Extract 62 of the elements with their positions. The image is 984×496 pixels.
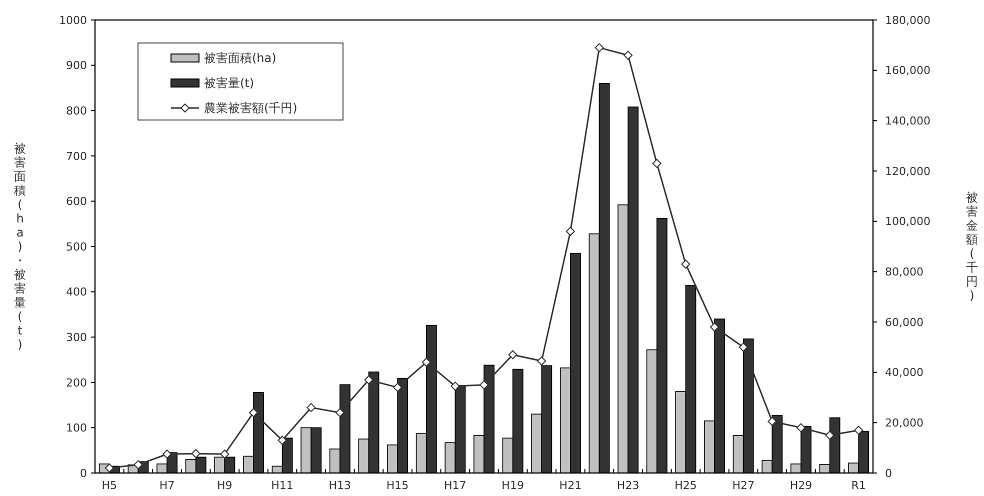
y2-axis-title: 被害金額(千円) xyxy=(966,190,978,303)
y-tick-label: 300 xyxy=(66,330,87,344)
y-tick-label: 900 xyxy=(66,59,87,72)
x-tick-label: H15 xyxy=(386,479,409,492)
x-tick-label: H29 xyxy=(790,479,812,492)
point xyxy=(508,350,518,360)
y-tick-label: 800 xyxy=(66,104,87,118)
x-tick-label: H27 xyxy=(732,479,754,492)
y-tick-label: 200 xyxy=(66,376,87,390)
point xyxy=(248,408,258,418)
y-tick-label: 0 xyxy=(80,466,87,480)
y2-tick-label: 20,000 xyxy=(885,416,924,430)
point xyxy=(681,260,690,269)
point xyxy=(537,356,546,366)
point xyxy=(594,43,604,52)
point xyxy=(278,436,287,445)
x-tick-label: H13 xyxy=(328,479,352,492)
point xyxy=(480,380,488,390)
point xyxy=(306,403,316,412)
y-tick-label: 400 xyxy=(66,286,87,299)
point xyxy=(422,358,431,367)
x-tick-label: H9 xyxy=(217,479,232,492)
point xyxy=(566,226,575,236)
y-tick-label: 1000 xyxy=(59,14,87,27)
y-tick-label: 500 xyxy=(66,240,87,254)
y-tick-label: 600 xyxy=(66,195,87,208)
y-tick-label: 700 xyxy=(66,150,87,163)
y2-tick-label: 160,000 xyxy=(885,64,930,78)
x-tick-label: H21 xyxy=(559,479,582,492)
x-tick-label: H17 xyxy=(444,479,466,492)
x-tick-label: H5 xyxy=(102,479,118,492)
y-tick-label: 100 xyxy=(66,422,87,435)
point xyxy=(652,158,662,168)
x-tick-label: R1 xyxy=(851,479,866,492)
y2-tick-label: 120,000 xyxy=(885,164,930,178)
x-tick-label: H11 xyxy=(271,479,294,492)
x-tick-label: H25 xyxy=(674,479,697,492)
point xyxy=(738,342,748,352)
y2-tick-label: 40,000 xyxy=(885,366,924,380)
y2-tick-label: 180,000 xyxy=(885,14,930,27)
point xyxy=(364,375,374,384)
point xyxy=(825,430,834,440)
x-tick-label: H23 xyxy=(616,479,640,492)
y2-tick-label: 0 xyxy=(885,466,892,480)
y2-tick-label: 80,000 xyxy=(885,266,924,279)
legend-label: 被害面積(ha) xyxy=(204,51,276,66)
x-tick-label: H19 xyxy=(502,479,524,492)
point xyxy=(450,382,460,391)
point xyxy=(191,449,200,458)
y2-tick-label: 140,000 xyxy=(885,114,930,128)
legend-label: 農業被害額(千円) xyxy=(204,101,298,116)
text: 被害面積(ha)・被害量(t) xyxy=(14,142,26,352)
y2-tick-label: 100,000 xyxy=(885,215,930,228)
point xyxy=(624,50,633,60)
point xyxy=(220,450,230,459)
x-tick-label: H7 xyxy=(159,479,175,492)
point xyxy=(335,408,344,418)
y2-tick-label: 60,000 xyxy=(885,316,924,329)
point xyxy=(104,463,114,472)
point xyxy=(854,426,864,435)
legend-label: 被害量(t) xyxy=(204,76,254,90)
point xyxy=(796,423,806,432)
